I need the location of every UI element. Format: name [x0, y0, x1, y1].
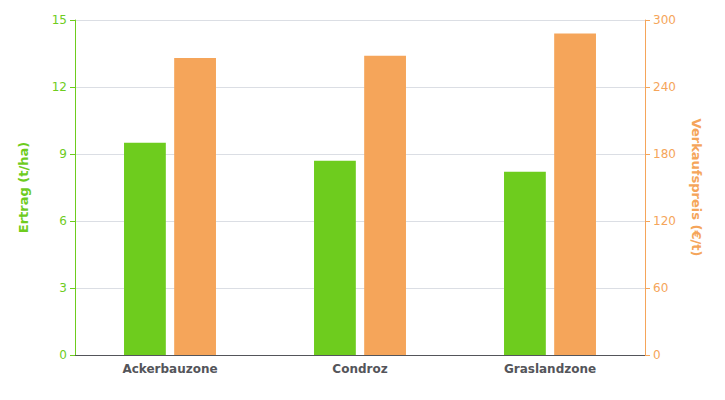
- svg-text:3: 3: [59, 281, 67, 295]
- svg-text:Ackerbauzone: Ackerbauzone: [122, 362, 217, 376]
- svg-text:Condroz: Condroz: [332, 362, 387, 376]
- svg-text:9: 9: [59, 147, 67, 161]
- svg-text:180: 180: [653, 147, 676, 161]
- svg-text:15: 15: [52, 13, 67, 27]
- svg-text:6: 6: [59, 214, 67, 228]
- svg-text:300: 300: [653, 13, 676, 27]
- svg-text:0: 0: [59, 348, 67, 362]
- svg-text:0: 0: [653, 348, 661, 362]
- svg-text:Ertrag (t/ha): Ertrag (t/ha): [16, 142, 31, 233]
- svg-text:60: 60: [653, 281, 668, 295]
- svg-text:Verkaufspreis (€/t): Verkaufspreis (€/t): [689, 119, 704, 257]
- svg-text:120: 120: [653, 214, 676, 228]
- svg-text:Graslandzone: Graslandzone: [504, 362, 596, 376]
- svg-text:240: 240: [653, 80, 676, 94]
- svg-text:12: 12: [52, 80, 67, 94]
